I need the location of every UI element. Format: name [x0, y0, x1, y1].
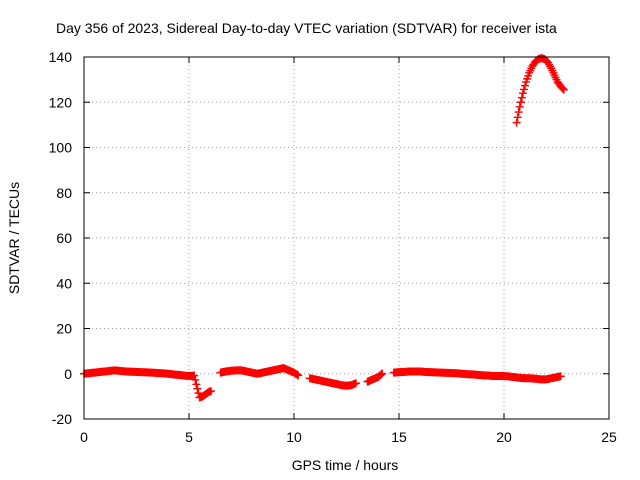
y-tick-label: -20 — [52, 411, 72, 427]
data-point — [517, 93, 526, 102]
data-point — [378, 369, 387, 378]
data-point — [514, 108, 523, 117]
data-point — [515, 102, 524, 111]
data-points — [80, 54, 568, 402]
x-tick-label: 20 — [496, 429, 512, 445]
data-point — [191, 375, 200, 384]
data-point — [351, 379, 360, 388]
y-tick-label: 120 — [49, 94, 73, 110]
data-point — [521, 81, 529, 90]
data-point — [513, 113, 522, 122]
y-tick-label: 60 — [56, 230, 72, 246]
data-point — [518, 89, 527, 98]
x-tick-label: 10 — [286, 429, 302, 445]
data-point — [207, 387, 216, 396]
y-tick-label: 100 — [49, 140, 73, 156]
data-point — [516, 98, 525, 107]
y-tick-label: 140 — [49, 49, 73, 65]
y-tick-label: 20 — [56, 321, 72, 337]
x-tick-label: 15 — [391, 429, 407, 445]
data-point — [559, 85, 568, 94]
data-point — [377, 370, 386, 379]
y-tick-label: 80 — [56, 185, 72, 201]
chart-title: Day 356 of 2023, Sidereal Day-to-day VTE… — [56, 20, 557, 36]
data-point — [192, 380, 201, 389]
x-axis-label: GPS time / hours — [292, 457, 399, 473]
data-point — [519, 85, 528, 94]
x-tick-label: 5 — [185, 429, 193, 445]
plot-frame — [83, 56, 610, 420]
grid-lines — [84, 57, 609, 419]
data-point — [294, 371, 303, 380]
data-point — [190, 371, 199, 380]
data-point — [558, 84, 567, 93]
data-point — [512, 118, 521, 127]
axis-ticks: -20 0 20 40 60 80 100 120 140 0 5 10 15 20 25 — [49, 49, 617, 445]
x-tick-label: 0 — [80, 429, 88, 445]
data-point — [193, 384, 202, 393]
y-tick-label: 40 — [56, 275, 72, 291]
x-tick-label: 25 — [601, 429, 617, 445]
data-point — [546, 62, 555, 71]
data-point — [556, 372, 565, 381]
y-axis-label: SDTVAR / TECUs — [6, 182, 22, 294]
y-tick-label: 0 — [64, 366, 72, 382]
